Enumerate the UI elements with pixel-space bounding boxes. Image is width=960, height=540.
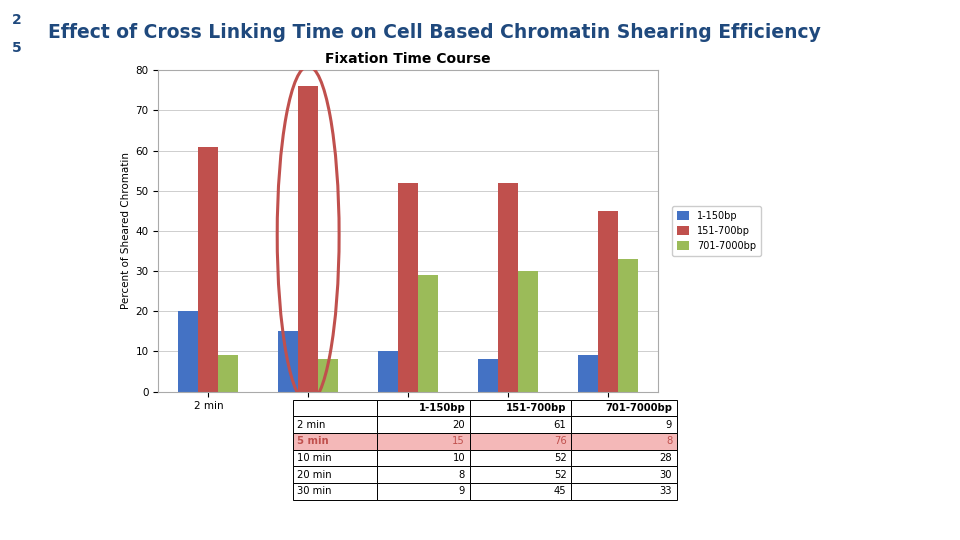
Bar <box>299 86 318 392</box>
Bar <box>377 433 469 449</box>
Bar <box>571 416 677 433</box>
Bar <box>318 360 338 392</box>
Text: 10: 10 <box>452 453 465 463</box>
Bar <box>469 449 571 466</box>
Text: 2 min: 2 min <box>298 420 325 430</box>
Bar <box>469 433 571 449</box>
Bar <box>179 311 199 392</box>
Bar <box>293 416 377 433</box>
Bar <box>571 449 677 466</box>
Text: 20: 20 <box>452 420 465 430</box>
Text: 10 min: 10 min <box>298 453 332 463</box>
Bar <box>293 400 377 416</box>
Bar <box>578 355 598 391</box>
Bar <box>469 466 571 483</box>
Text: 61: 61 <box>554 420 566 430</box>
Text: 151-700bp: 151-700bp <box>506 403 566 413</box>
Bar <box>469 416 571 433</box>
Text: 15: 15 <box>452 436 465 446</box>
Bar <box>469 400 571 416</box>
Text: 701-7000bp: 701-7000bp <box>605 403 672 413</box>
Text: 52: 52 <box>554 469 566 480</box>
Text: 5: 5 <box>12 40 22 55</box>
Bar <box>377 416 469 433</box>
Bar <box>571 483 677 500</box>
Text: 30 min: 30 min <box>298 486 332 496</box>
Bar <box>571 433 677 449</box>
X-axis label: Formaldehyde Fixation Time: Formaldehyde Fixation Time <box>329 415 487 426</box>
Text: 28: 28 <box>660 453 672 463</box>
Text: 33: 33 <box>660 486 672 496</box>
Text: 30: 30 <box>660 469 672 480</box>
Y-axis label: Percent of Sheared Chromatin: Percent of Sheared Chromatin <box>121 152 132 309</box>
Bar <box>598 211 617 392</box>
Bar <box>571 400 677 416</box>
Bar <box>199 146 218 392</box>
Bar <box>377 483 469 500</box>
Text: 9: 9 <box>459 486 465 496</box>
Bar <box>378 352 398 392</box>
Bar <box>418 275 438 392</box>
Title: Fixation Time Course: Fixation Time Course <box>325 52 491 66</box>
Text: 9: 9 <box>666 420 672 430</box>
Bar <box>469 483 571 500</box>
Text: Covaris: Covaris <box>12 511 86 530</box>
Text: Proprietary    25: Proprietary 25 <box>858 516 948 525</box>
Legend: 1-150bp, 151-700bp, 701-7000bp: 1-150bp, 151-700bp, 701-7000bp <box>672 206 760 255</box>
Bar <box>293 466 377 483</box>
Bar <box>377 400 469 416</box>
Bar <box>498 183 517 392</box>
Text: 52: 52 <box>554 453 566 463</box>
Bar <box>617 259 637 392</box>
Text: 1-150bp: 1-150bp <box>419 403 465 413</box>
Bar <box>571 466 677 483</box>
Text: 76: 76 <box>554 436 566 446</box>
Bar <box>398 183 418 392</box>
Text: 5 min: 5 min <box>298 436 329 446</box>
Bar <box>377 466 469 483</box>
Bar <box>218 355 238 391</box>
Bar <box>377 449 469 466</box>
Text: 8: 8 <box>666 436 672 446</box>
Bar <box>293 433 377 449</box>
Text: Effect of Cross Linking Time on Cell Based Chromatin Shearing Efficiency: Effect of Cross Linking Time on Cell Bas… <box>48 23 821 42</box>
Text: 45: 45 <box>554 486 566 496</box>
Bar <box>517 271 538 392</box>
Text: 2: 2 <box>12 14 22 28</box>
Bar <box>478 360 498 392</box>
Text: 8: 8 <box>459 469 465 480</box>
Bar <box>293 449 377 466</box>
Bar <box>293 483 377 500</box>
Text: 20 min: 20 min <box>298 469 332 480</box>
Bar <box>278 331 299 392</box>
